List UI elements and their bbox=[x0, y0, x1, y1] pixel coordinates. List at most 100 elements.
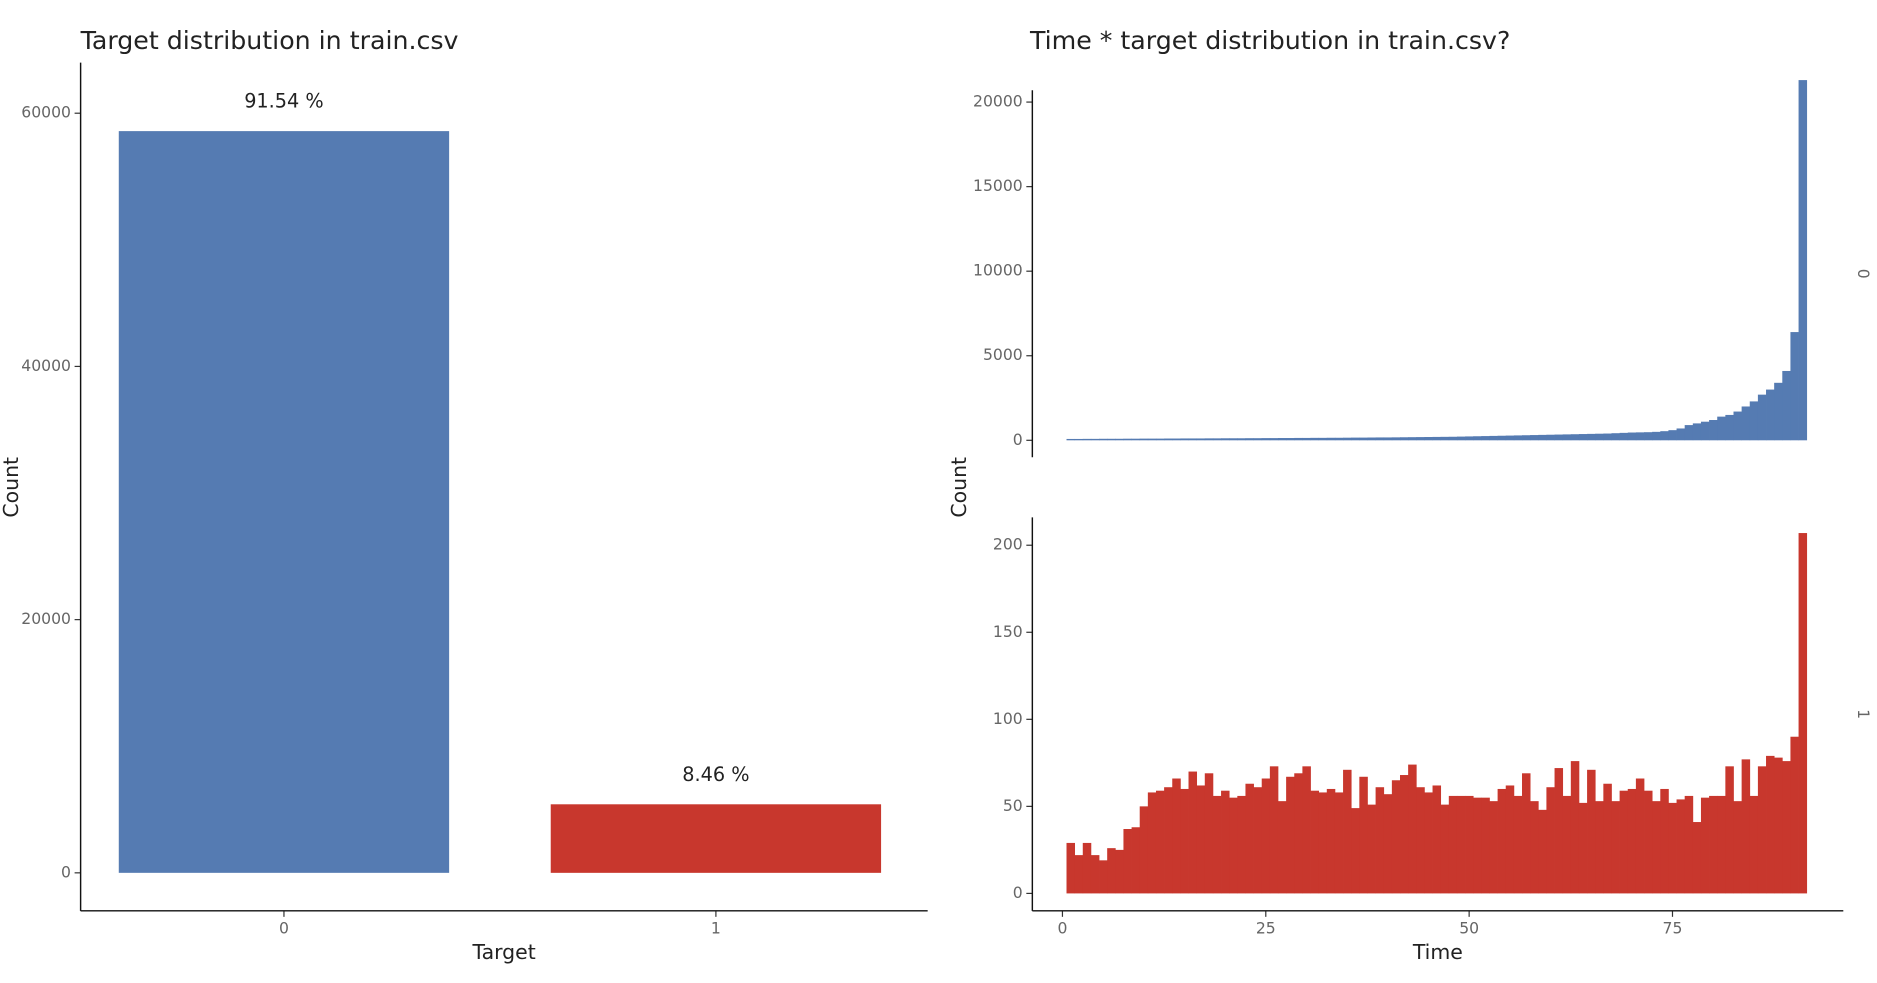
x-tick-label: 0 bbox=[279, 918, 289, 937]
histogram-bar bbox=[1343, 437, 1352, 441]
histogram-bar bbox=[1652, 431, 1661, 441]
histogram-bar bbox=[1481, 797, 1490, 894]
histogram-bar bbox=[1513, 435, 1523, 441]
histogram-bar bbox=[1456, 795, 1466, 894]
histogram-bar bbox=[1400, 775, 1409, 894]
x-tick-label: 0 bbox=[1057, 918, 1067, 937]
histogram-bar bbox=[1668, 802, 1677, 894]
histogram-bar bbox=[1424, 437, 1433, 441]
histogram-bar bbox=[1652, 801, 1661, 894]
histogram-bar bbox=[1757, 394, 1767, 441]
histogram-bar bbox=[1147, 792, 1157, 894]
histogram-bar bbox=[1286, 438, 1295, 441]
histogram-bar bbox=[1570, 434, 1580, 441]
histogram-bar bbox=[1774, 382, 1783, 441]
histogram-bar bbox=[1155, 438, 1165, 441]
histogram-bar bbox=[1766, 755, 1775, 894]
histogram-bar bbox=[1741, 406, 1751, 441]
histogram-bar bbox=[1107, 438, 1116, 441]
histogram-bar bbox=[1668, 430, 1677, 441]
histogram-bar bbox=[1221, 790, 1230, 894]
histogram-bar bbox=[1692, 423, 1702, 441]
histogram-bar bbox=[1798, 533, 1808, 894]
histogram-bar bbox=[1196, 785, 1206, 894]
histogram-bar bbox=[1383, 437, 1393, 441]
histogram-bar bbox=[1367, 437, 1376, 441]
histogram-bar bbox=[1115, 438, 1124, 441]
histogram-bar bbox=[1164, 787, 1173, 894]
histogram-bar bbox=[1261, 438, 1271, 441]
y-tick-label: 0 bbox=[1013, 883, 1023, 902]
histogram-bar bbox=[1522, 773, 1531, 894]
histogram-bar bbox=[1497, 435, 1507, 441]
histogram-bar bbox=[1546, 434, 1555, 441]
histogram-bar bbox=[1172, 778, 1181, 894]
histogram-bar bbox=[1318, 437, 1328, 441]
histogram-bar bbox=[1619, 432, 1629, 441]
histogram-bar bbox=[1684, 795, 1694, 894]
histogram-bar bbox=[1660, 431, 1669, 441]
histogram-bar bbox=[1375, 437, 1385, 441]
y-tick-label: 5000 bbox=[983, 345, 1023, 364]
histogram-bar bbox=[1416, 787, 1425, 894]
histogram-bar bbox=[1277, 801, 1287, 894]
histogram-bar bbox=[1294, 773, 1303, 894]
x-tick-label: 1 bbox=[711, 918, 721, 937]
histogram-bar bbox=[1733, 801, 1742, 894]
histogram-bar bbox=[1660, 788, 1669, 894]
histogram-bar bbox=[1310, 437, 1320, 441]
histogram-bar bbox=[1432, 436, 1442, 441]
histogram-bar bbox=[1164, 438, 1173, 441]
histogram-bar bbox=[1082, 842, 1092, 894]
histogram-bar bbox=[1489, 801, 1498, 894]
histogram-bar bbox=[1448, 436, 1458, 441]
histogram-bar bbox=[1570, 761, 1580, 894]
histogram-bar bbox=[1107, 848, 1116, 894]
histogram-bar bbox=[1310, 790, 1320, 894]
histogram-bar bbox=[1351, 437, 1360, 441]
histogram-bar bbox=[1155, 790, 1165, 894]
histogram-bar bbox=[1481, 436, 1490, 441]
facet-label: 1 bbox=[1854, 709, 1873, 719]
histogram-bar bbox=[1334, 792, 1344, 894]
histogram-bar bbox=[1229, 438, 1238, 441]
histogram-bar bbox=[1286, 776, 1295, 894]
x-tick-label: 25 bbox=[1256, 918, 1276, 937]
histogram-bar bbox=[1692, 822, 1702, 894]
histogram-bar bbox=[1302, 437, 1311, 441]
histogram-bar bbox=[1391, 437, 1401, 441]
histogram-bar bbox=[1302, 766, 1311, 894]
histogram-bar bbox=[1505, 435, 1515, 441]
histogram-bar bbox=[1099, 860, 1108, 894]
histogram-bar bbox=[1595, 433, 1604, 441]
histogram-bar bbox=[1261, 778, 1271, 894]
y-tick-label: 10000 bbox=[973, 261, 1023, 280]
histogram-bar bbox=[1700, 797, 1710, 894]
histogram-bar bbox=[1253, 787, 1263, 894]
facet-label: 0 bbox=[1854, 269, 1873, 279]
histogram-bar bbox=[1782, 370, 1791, 441]
histogram-bar bbox=[1603, 433, 1612, 441]
histogram-bar bbox=[1733, 411, 1742, 441]
histogram-bar bbox=[1497, 788, 1507, 894]
y-tick-label: 0 bbox=[61, 862, 71, 881]
histogram-bar bbox=[1554, 434, 1564, 441]
histogram-bar bbox=[1440, 436, 1450, 441]
histogram-bar bbox=[1790, 736, 1799, 894]
histogram-bar bbox=[1204, 438, 1214, 441]
x-tick-label: 75 bbox=[1663, 918, 1683, 937]
histogram-bar bbox=[1277, 438, 1287, 441]
histogram-bar bbox=[1790, 332, 1799, 441]
histogram-bar bbox=[1782, 761, 1791, 894]
histogram-bar bbox=[1635, 432, 1645, 441]
histogram-bar bbox=[1709, 420, 1718, 441]
histogram-bar bbox=[1774, 757, 1783, 894]
histogram-bar bbox=[1237, 795, 1246, 894]
histogram-bar bbox=[1269, 438, 1279, 441]
histogram-bar bbox=[1359, 437, 1368, 441]
x-axis-label: Target bbox=[472, 940, 536, 964]
bar bbox=[550, 804, 882, 873]
histogram-bar bbox=[1554, 768, 1564, 894]
histogram-bar bbox=[1334, 437, 1344, 441]
